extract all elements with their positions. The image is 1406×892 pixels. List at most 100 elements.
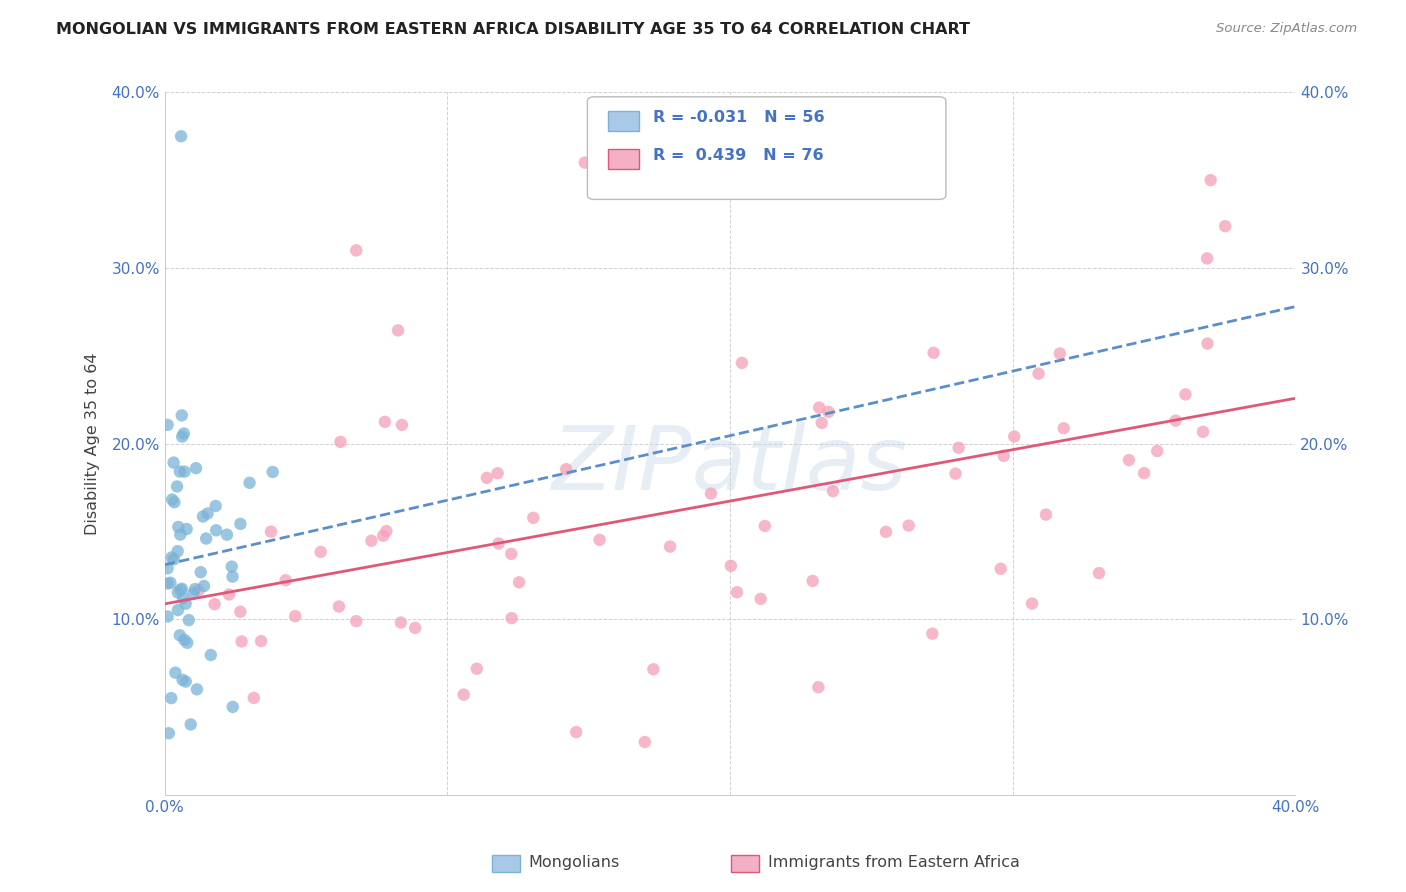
Point: [174, 597, 197, 611]
Point: [163, 495, 186, 509]
Point: [186, 682, 208, 697]
Point: [921, 626, 943, 640]
Point: [475, 471, 498, 485]
Y-axis label: Disability Age 35 to 64: Disability Age 35 to 64: [86, 352, 100, 535]
Point: [1174, 387, 1197, 401]
Text: Immigrants from Eastern Africa: Immigrants from Eastern Africa: [768, 855, 1019, 870]
Point: [200, 648, 222, 662]
Point: [453, 688, 475, 702]
Point: [659, 540, 682, 554]
Point: [174, 674, 197, 689]
Point: [725, 585, 748, 599]
Point: [173, 426, 195, 441]
Point: [754, 519, 776, 533]
Point: [1213, 219, 1236, 234]
Text: R = -0.031   N = 56: R = -0.031 N = 56: [654, 110, 825, 125]
Point: [1035, 508, 1057, 522]
Point: [157, 726, 180, 740]
Point: [391, 417, 413, 432]
Point: [817, 405, 839, 419]
Point: [360, 533, 382, 548]
Point: [801, 574, 824, 588]
Point: [191, 509, 214, 524]
Point: [160, 691, 183, 706]
Point: [184, 582, 207, 596]
Point: [486, 466, 509, 480]
Point: [993, 449, 1015, 463]
Point: [243, 690, 266, 705]
Point: [501, 611, 523, 625]
Point: [807, 680, 830, 694]
Point: [170, 409, 193, 423]
Point: [821, 484, 844, 499]
Point: [172, 591, 194, 606]
Point: [160, 550, 183, 565]
Point: [1133, 466, 1156, 480]
Point: [160, 492, 183, 507]
Point: [808, 401, 831, 415]
Point: [260, 524, 283, 539]
Point: [221, 569, 243, 583]
Point: [574, 155, 596, 169]
Point: [387, 323, 409, 337]
Point: [720, 558, 742, 573]
Point: [177, 613, 200, 627]
Point: [172, 429, 194, 443]
Point: [187, 583, 209, 598]
Point: [375, 524, 398, 538]
Point: [163, 552, 186, 566]
Point: [1002, 429, 1025, 443]
Point: [156, 417, 179, 432]
Point: [555, 462, 578, 476]
Text: ZIPatlas: ZIPatlas: [553, 422, 908, 508]
Point: [169, 628, 191, 642]
Point: [1146, 444, 1168, 458]
Point: [176, 636, 198, 650]
Point: [156, 561, 179, 575]
Point: [922, 345, 945, 359]
Point: [810, 416, 832, 430]
Point: [1049, 346, 1071, 360]
Point: [156, 576, 179, 591]
Point: [329, 434, 352, 449]
Point: [945, 467, 967, 481]
Point: [634, 735, 657, 749]
Text: MONGOLIAN VS IMMIGRANTS FROM EASTERN AFRICA DISABILITY AGE 35 TO 64 CORRELATION : MONGOLIAN VS IMMIGRANTS FROM EASTERN AFR…: [56, 22, 970, 37]
Point: [1028, 367, 1050, 381]
Point: [170, 129, 193, 144]
Point: [1088, 566, 1111, 581]
Point: [501, 547, 523, 561]
Point: [465, 662, 488, 676]
Point: [588, 533, 610, 547]
Point: [344, 614, 367, 628]
Point: [1118, 453, 1140, 467]
Point: [1197, 336, 1219, 351]
Point: [156, 609, 179, 624]
Text: Mongolians: Mongolians: [529, 855, 620, 870]
Point: [565, 725, 588, 739]
Point: [229, 516, 252, 531]
Point: [169, 465, 191, 479]
Point: [309, 545, 332, 559]
Point: [284, 609, 307, 624]
Point: [173, 465, 195, 479]
Point: [508, 575, 530, 590]
Point: [197, 507, 219, 521]
Point: [643, 662, 665, 676]
Point: [195, 532, 218, 546]
Point: [170, 582, 193, 596]
Point: [221, 559, 243, 574]
Point: [522, 511, 544, 525]
Point: [875, 524, 897, 539]
Point: [1164, 414, 1187, 428]
Point: [897, 518, 920, 533]
Point: [488, 536, 510, 550]
Point: [344, 244, 367, 258]
Point: [374, 415, 396, 429]
Point: [204, 499, 226, 513]
Point: [166, 585, 188, 599]
Point: [229, 605, 252, 619]
Point: [215, 527, 238, 541]
Point: [169, 582, 191, 597]
Text: R =  0.439   N = 76: R = 0.439 N = 76: [654, 148, 824, 163]
